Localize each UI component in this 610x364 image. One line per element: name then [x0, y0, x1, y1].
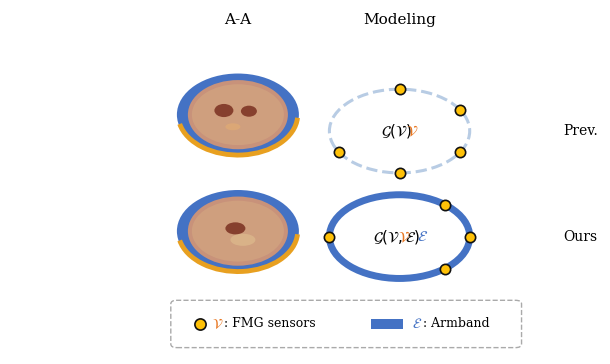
- Ellipse shape: [226, 123, 240, 130]
- Text: : FMG sensors: : FMG sensors: [224, 317, 316, 331]
- Point: [195, 321, 205, 327]
- Point: [440, 266, 450, 272]
- Text: $\mathcal{G}(\mathcal{V},\mathcal{E})$: $\mathcal{G}(\mathcal{V},\mathcal{E})$: [373, 228, 420, 246]
- Point: [440, 202, 450, 207]
- Point: [456, 107, 465, 113]
- Ellipse shape: [192, 84, 284, 145]
- Point: [395, 170, 404, 176]
- Ellipse shape: [226, 222, 245, 234]
- Ellipse shape: [188, 197, 288, 266]
- Text: Prev.: Prev.: [563, 124, 598, 138]
- Ellipse shape: [241, 106, 257, 117]
- Text: $\mathcal{E}$: $\mathcal{E}$: [412, 317, 422, 331]
- Ellipse shape: [177, 74, 299, 156]
- Ellipse shape: [192, 201, 284, 262]
- Text: $\mathcal{V}$: $\mathcal{V}$: [398, 229, 411, 244]
- Ellipse shape: [188, 80, 288, 149]
- Text: A-A: A-A: [224, 13, 251, 27]
- Ellipse shape: [231, 234, 256, 246]
- Text: : Armband: : Armband: [423, 317, 489, 331]
- Ellipse shape: [214, 104, 234, 117]
- Text: $\mathcal{G}(\mathcal{V})$: $\mathcal{G}(\mathcal{V})$: [381, 122, 412, 140]
- FancyBboxPatch shape: [171, 300, 522, 348]
- Text: $\mathcal{V}$: $\mathcal{V}$: [212, 317, 224, 331]
- Ellipse shape: [177, 190, 299, 272]
- Point: [395, 86, 404, 92]
- Text: Modeling: Modeling: [363, 13, 436, 27]
- Text: Ours: Ours: [564, 230, 598, 244]
- Point: [334, 149, 343, 155]
- Text: $\mathcal{V}$: $\mathcal{V}$: [406, 123, 418, 139]
- Bar: [371, 318, 403, 329]
- Point: [325, 234, 334, 240]
- Text: $\mathcal{E}$: $\mathcal{E}$: [417, 229, 428, 244]
- Point: [456, 149, 465, 155]
- Point: [465, 234, 475, 240]
